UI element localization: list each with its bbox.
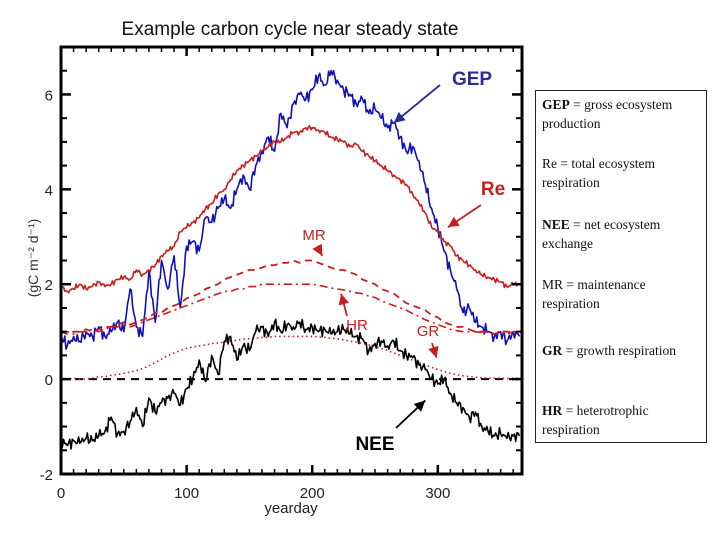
series-hr-line <box>61 283 520 335</box>
x-tick-label: 100 <box>174 485 199 502</box>
y-tick-label: -2 <box>40 467 53 484</box>
legend-entry-nee: NEE = net ecosystem exchange <box>542 217 661 251</box>
series-nee-line <box>60 318 521 450</box>
annotation-arrow-gep <box>393 84 441 124</box>
annotation-label-gep: GEP <box>452 69 492 90</box>
y-tick-label: 6 <box>45 87 53 104</box>
y-tick-label: 2 <box>45 277 53 294</box>
x-axis-label: yearday <box>264 500 318 517</box>
x-tick-label: 200 <box>300 485 325 502</box>
series-gr-line <box>61 335 520 380</box>
legend-entry-gr: GR = growth respiration <box>542 343 676 358</box>
legend-box: GEP = gross ecosystem production Re = to… <box>535 90 707 443</box>
annotation-arrow-gr <box>428 342 439 359</box>
legend-entry-mr: MR = maintenance respiration <box>542 277 646 311</box>
y-tick-label: 0 <box>45 372 53 389</box>
annotation-label-re: Re <box>481 179 505 200</box>
x-tick-label: 0 <box>57 485 65 502</box>
annotation-label-hr: HR <box>346 317 368 334</box>
annotation-arrow-nee <box>395 399 426 429</box>
annotation-label-gr: GR <box>417 323 440 340</box>
legend-entry-gep: GEP = gross ecosystem production <box>542 97 673 131</box>
x-tick-label: 300 <box>425 485 450 502</box>
chart-title: Example carbon cycle near steady state <box>122 19 459 40</box>
annotation-arrow-hr <box>338 293 350 317</box>
annotation-arrow-re <box>447 204 482 229</box>
y-tick-label: 4 <box>45 182 53 199</box>
series-gep-line <box>60 69 521 350</box>
legend-entry-hr: HR = heterotrophic respiration <box>542 403 649 437</box>
annotation-label-nee: NEE <box>355 434 394 455</box>
annotation-arrow-mr <box>312 243 324 257</box>
annotation-label-mr: MR <box>302 227 325 244</box>
series-re-line <box>60 125 520 294</box>
legend-entry-re: Re = total ecosystem respiration <box>542 156 655 190</box>
y-axis-label: (gC m⁻² d⁻¹) <box>25 219 41 298</box>
